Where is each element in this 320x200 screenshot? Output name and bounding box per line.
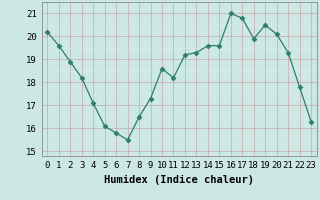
X-axis label: Humidex (Indice chaleur): Humidex (Indice chaleur) [104,175,254,185]
